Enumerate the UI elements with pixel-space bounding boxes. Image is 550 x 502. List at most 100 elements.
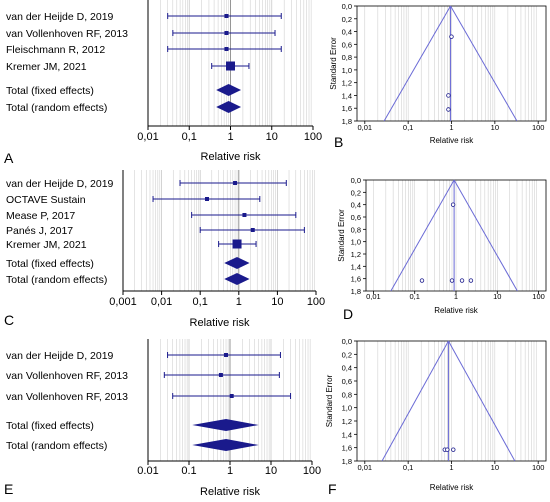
x-tick-label-f: 100 [532,463,545,472]
point-estimate-e [229,394,234,398]
point-estimate-c [250,228,255,232]
x-tick-label-e: 10 [265,465,277,477]
y-tick-label-f: 1,6 [342,444,352,453]
study-point-d [449,278,455,283]
y-tick-label-b: 1,0 [342,66,352,75]
x-tick-label-a: 0,1 [182,131,197,143]
y-tick-label-b: 0,2 [342,15,352,24]
y-tick-label-d: 0,2 [351,188,361,197]
x-tick-label-b: 1 [449,123,453,132]
pooled-diamond-a [216,101,242,113]
x-tick-label-c: 0,01 [151,296,172,308]
x-axis-label-f: Relative risk [430,483,475,492]
study-point-b [449,34,454,39]
panel-letter-f: F [328,481,337,497]
point-estimate-e [224,353,229,357]
panel-letter-a: A [4,150,14,166]
x-tick-label-f: 0,01 [357,463,372,472]
panel-letter-d: D [343,306,354,322]
study-label-e: van Vollenhoven RF, 2013 [6,391,128,403]
point-estimate-c [242,213,247,217]
study-point-f [451,447,456,452]
y-tick-label-f: 0,0 [342,337,352,346]
study-label-c: OCTAVE Sustain [6,194,86,206]
x-tick-label-b: 0,1 [403,123,413,132]
y-tick-label-d: 1,0 [351,238,361,247]
x-tick-label-a: 10 [266,131,278,143]
point-estimate-e [218,373,223,377]
point-estimate-c [233,181,238,185]
point-estimate-a [226,61,235,71]
study-label-c: Total (fixed effects) [6,258,94,270]
x-tick-label-a: 0,01 [137,131,158,143]
x-axis-label-a: Relative risk [201,151,261,163]
x-tick-label-c: 10 [271,296,283,308]
x-tick-label-a: 100 [304,131,322,143]
study-label-e: van der Heijde D, 2019 [6,350,114,362]
x-tick-label-f: 10 [491,463,499,472]
panel-letter-e: E [4,481,14,497]
study-point-f [445,447,450,452]
x-tick-label-e: 100 [303,465,321,477]
point-estimate-a [224,31,229,35]
y-tick-label-f: 1,8 [342,457,352,466]
x-tick-label-f: 1 [449,463,453,472]
study-label-c: Panés J, 2017 [6,225,73,237]
x-axis-label-b: Relative risk [430,136,475,145]
y-tick-label-d: 1,2 [351,250,361,259]
y-tick-label-f: 1,0 [342,404,352,413]
study-label-c: Mease P, 2017 [6,210,75,222]
funnel-right-line-f [448,340,516,462]
y-tick-label-b: 1,8 [342,117,352,126]
y-tick-label-d: 0,0 [351,176,361,185]
y-tick-label-d: 1,4 [351,262,361,271]
point-estimate-c [232,239,242,249]
study-point-b [446,107,451,112]
pooled-diamond-c [224,273,250,285]
x-tick-label-d: 0,1 [409,292,419,301]
y-axis-label-f: Standard Error [325,374,334,427]
x-tick-label-b: 10 [491,123,499,132]
x-tick-label-d: 0,01 [366,292,381,301]
study-label-c: Kremer JM, 2021 [6,239,87,251]
study-label-a: Total (fixed effects) [6,85,94,97]
study-point-d [459,278,465,283]
y-tick-label-d: 0,4 [351,201,361,210]
x-tick-label-e: 0.01 [137,465,158,477]
y-tick-label-b: 0,0 [342,2,352,11]
y-tick-label-b: 0,4 [342,28,352,37]
x-tick-label-e: 1 [227,465,233,477]
study-label-a: van Vollenhoven RF, 2013 [6,28,128,40]
x-tick-label-b: 0,01 [357,123,372,132]
panel-letter-c: C [4,312,15,328]
pooled-diamond-c [224,257,250,269]
funnel-right-line-b [450,5,518,122]
study-label-c: van der Heijde D, 2019 [6,178,114,190]
study-point-b [446,93,451,98]
x-tick-label-c: 100 [307,296,325,308]
y-tick-label-b: 1,6 [342,104,352,113]
y-tick-label-b: 1,4 [342,91,352,100]
funnel-left-line-b [383,5,451,122]
x-tick-label-a: 1 [227,131,233,143]
y-tick-label-d: 0,6 [351,213,361,222]
y-tick-label-d: 1,6 [351,275,361,284]
study-label-e: Total (fixed effects) [6,420,94,432]
y-tick-label-f: 0,4 [342,364,352,373]
y-tick-label-b: 0,8 [342,53,352,62]
x-tick-label-b: 100 [532,123,545,132]
study-label-a: van der Heijde D, 2019 [6,11,114,23]
x-tick-label-c: 0,1 [193,296,208,308]
study-label-a: Total (random effects) [6,102,107,114]
x-tick-label-e: 0.1 [181,465,196,477]
point-estimate-a [224,47,229,51]
study-label-e: Total (random effects) [6,440,107,452]
funnel-left-line-d [390,179,455,292]
x-axis-label-e: Relative risk [200,486,260,498]
y-tick-label-f: 1,4 [342,430,352,439]
y-tick-label-f: 0,8 [342,390,352,399]
x-tick-label-c: 0,001 [109,296,137,308]
funnel-left-line-f [381,340,449,462]
x-tick-label-d: 10 [493,292,501,301]
